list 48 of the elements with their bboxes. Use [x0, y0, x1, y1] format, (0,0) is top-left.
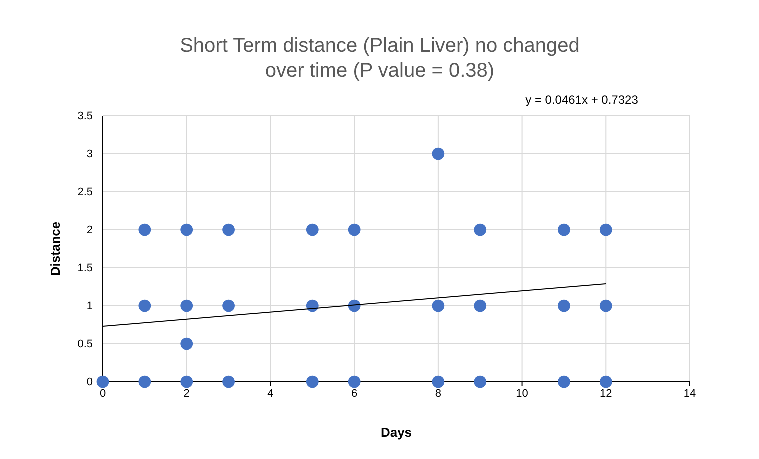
x-tick-label: 14	[684, 388, 696, 400]
point	[138, 376, 152, 388]
x-tick-label: 4	[268, 388, 274, 400]
x-tick-label: 0	[100, 388, 106, 400]
x-axis-title: Days	[380, 425, 412, 440]
point	[222, 300, 235, 312]
point	[600, 300, 612, 312]
y-tick-label: 2.5	[78, 186, 93, 199]
x-tick-label: 2	[184, 388, 190, 400]
point	[180, 376, 194, 388]
point	[600, 376, 612, 388]
point	[432, 300, 445, 312]
point	[348, 224, 361, 236]
x-tick-label: 6	[352, 388, 358, 400]
point	[222, 376, 235, 388]
point	[600, 224, 612, 236]
x-tick-label: 10	[516, 388, 528, 400]
y-tick-label: 2	[86, 224, 93, 237]
point	[306, 300, 319, 312]
y-axis-title: Distance	[48, 222, 63, 276]
point	[474, 224, 487, 236]
y-tick-label: 1.5	[78, 262, 93, 275]
y-tick-label: 3.5	[78, 110, 93, 123]
point	[138, 300, 152, 312]
y-tick-label: 3	[86, 148, 93, 161]
point	[558, 224, 570, 236]
point	[474, 300, 487, 312]
y-tick-label: 1	[86, 300, 93, 313]
point	[222, 224, 235, 236]
point	[306, 376, 319, 388]
point	[180, 338, 194, 350]
y-tick-label: 0.5	[78, 338, 93, 351]
point	[432, 376, 445, 388]
point	[558, 300, 570, 312]
point	[138, 224, 152, 236]
point	[432, 148, 445, 160]
point	[348, 376, 361, 388]
x-tick-label: 12	[600, 388, 612, 400]
point	[474, 376, 487, 388]
x-tick-label: 8	[435, 388, 442, 400]
chart-title: Short Term distance (Plain Liver) no changed over time (P value = 0.38)	[180, 35, 580, 82]
text: y = 0.0461x + 0.7323	[526, 93, 639, 107]
point	[180, 224, 194, 236]
point	[96, 376, 110, 388]
point	[306, 224, 319, 236]
point	[180, 300, 194, 312]
point	[558, 376, 570, 388]
y-tick-label: 0	[86, 376, 93, 389]
